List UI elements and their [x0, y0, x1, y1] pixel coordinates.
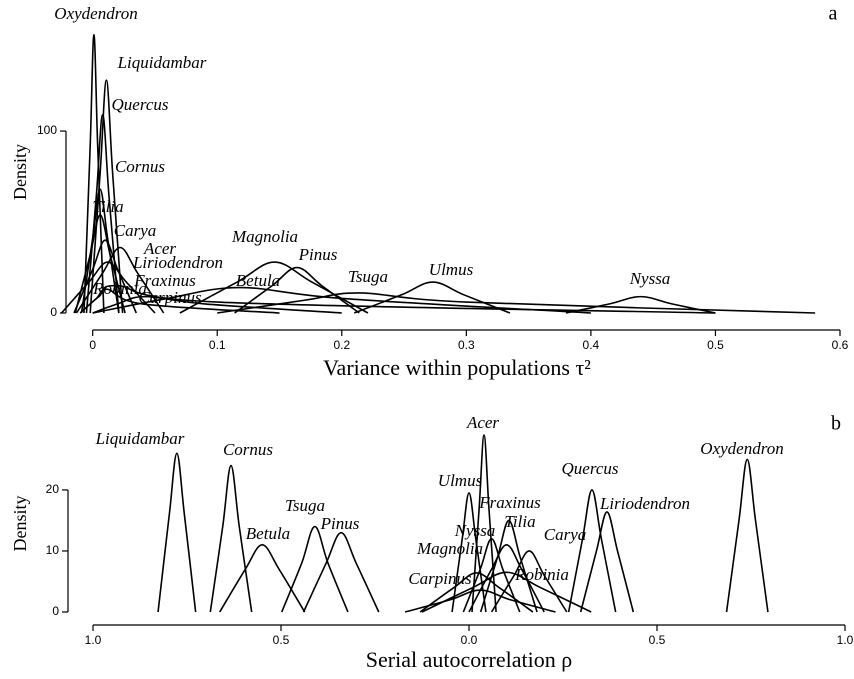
- density-curve: [73, 239, 138, 314]
- x-tick-label: 0.5: [707, 338, 724, 352]
- density-curve: [725, 458, 769, 613]
- y-tick-label: 100: [37, 123, 57, 137]
- density-curve: [404, 589, 556, 613]
- density-curve: [219, 544, 306, 613]
- species-label: Robinia: [92, 279, 147, 298]
- density-curve: [302, 531, 380, 613]
- species-label: Cornus: [223, 440, 273, 459]
- species-label: Acer: [466, 413, 499, 432]
- species-label: Magnolia: [416, 539, 483, 558]
- density-curve: [490, 550, 568, 613]
- x-tick-label: 0.2: [333, 338, 350, 352]
- species-label: Liquidambar: [95, 429, 185, 448]
- species-label: Quercus: [112, 95, 169, 114]
- species-label: Nyssa: [454, 521, 496, 540]
- density-curve: [75, 246, 165, 314]
- species-label: Betula: [246, 524, 290, 543]
- density-curve: [83, 33, 105, 314]
- x-tick-label: 0.5: [649, 633, 666, 647]
- species-label: Acer: [143, 239, 176, 258]
- x-axis-title: Variance within populations τ²: [323, 355, 591, 380]
- species-label: Fraxinus: [133, 271, 196, 290]
- species-label: Carpinus: [408, 569, 472, 588]
- species-label: Pinus: [320, 514, 360, 533]
- density-curve: [79, 288, 280, 314]
- species-label: Magnolia: [231, 227, 298, 246]
- species-label: Robinia: [514, 565, 569, 584]
- species-label: Nyssa: [629, 269, 671, 288]
- density-curve: [579, 511, 635, 613]
- density-curve: [157, 452, 197, 613]
- y-tick-label: 20: [46, 482, 60, 496]
- species-label: Tsuga: [348, 267, 388, 286]
- species-label: Tsuga: [285, 496, 325, 515]
- x-tick-label: 0: [89, 338, 96, 352]
- density-curve: [209, 464, 253, 613]
- y-tick-label: 0: [52, 604, 59, 618]
- species-label: Cornus: [115, 157, 165, 176]
- y-tick-label: 0: [50, 305, 57, 319]
- y-axis-title: Density: [10, 496, 30, 552]
- species-label: Carya: [114, 221, 157, 240]
- species-label: Oxydendron: [700, 439, 783, 458]
- y-tick-label: 10: [46, 543, 60, 557]
- density-curve: [234, 266, 360, 314]
- x-tick-label: 1.0: [85, 633, 102, 647]
- density-curve: [451, 492, 487, 613]
- species-label: Liriodendron: [132, 253, 223, 272]
- density-curve: [353, 281, 511, 314]
- species-label: Ulmus: [429, 260, 474, 279]
- x-tick-label: 0.4: [583, 338, 600, 352]
- x-tick-label: 1.0: [837, 633, 854, 647]
- density-curve: [462, 537, 521, 613]
- species-label: Liquidambar: [117, 53, 207, 72]
- panel-label: b: [831, 413, 841, 435]
- x-tick-label: 0.3: [458, 338, 475, 352]
- x-tick-label: 0.6: [832, 338, 849, 352]
- density-curve: [92, 295, 342, 314]
- density-curve: [567, 489, 617, 613]
- density-curve: [92, 286, 591, 314]
- species-label: Carpinus: [138, 288, 202, 307]
- species-label: Ulmus: [438, 471, 483, 490]
- x-tick-label: 0.5: [273, 633, 290, 647]
- panel-label: a: [829, 3, 838, 25]
- species-label: Carya: [544, 525, 587, 544]
- x-tick-label: 0.0: [461, 633, 478, 647]
- species-label: Quercus: [562, 459, 619, 478]
- x-axis-title: Serial autocorrelation ρ: [366, 647, 572, 672]
- species-label: Tilia: [504, 512, 535, 531]
- density-curve: [281, 525, 349, 613]
- x-tick-label: 0.1: [209, 338, 226, 352]
- species-label: Tilia: [92, 197, 123, 216]
- y-axis-title: Density: [10, 144, 30, 200]
- density-curve: [217, 292, 816, 314]
- species-label: Fraxinus: [478, 493, 541, 512]
- density-curve: [74, 213, 126, 314]
- species-label: Pinus: [298, 245, 338, 264]
- density-curve: [479, 519, 538, 613]
- species-label: Liriodendron: [599, 494, 690, 513]
- species-label: Oxydendron: [54, 4, 137, 23]
- density-curve: [419, 572, 534, 613]
- species-label: Betula: [236, 271, 280, 290]
- density-curve: [565, 295, 716, 314]
